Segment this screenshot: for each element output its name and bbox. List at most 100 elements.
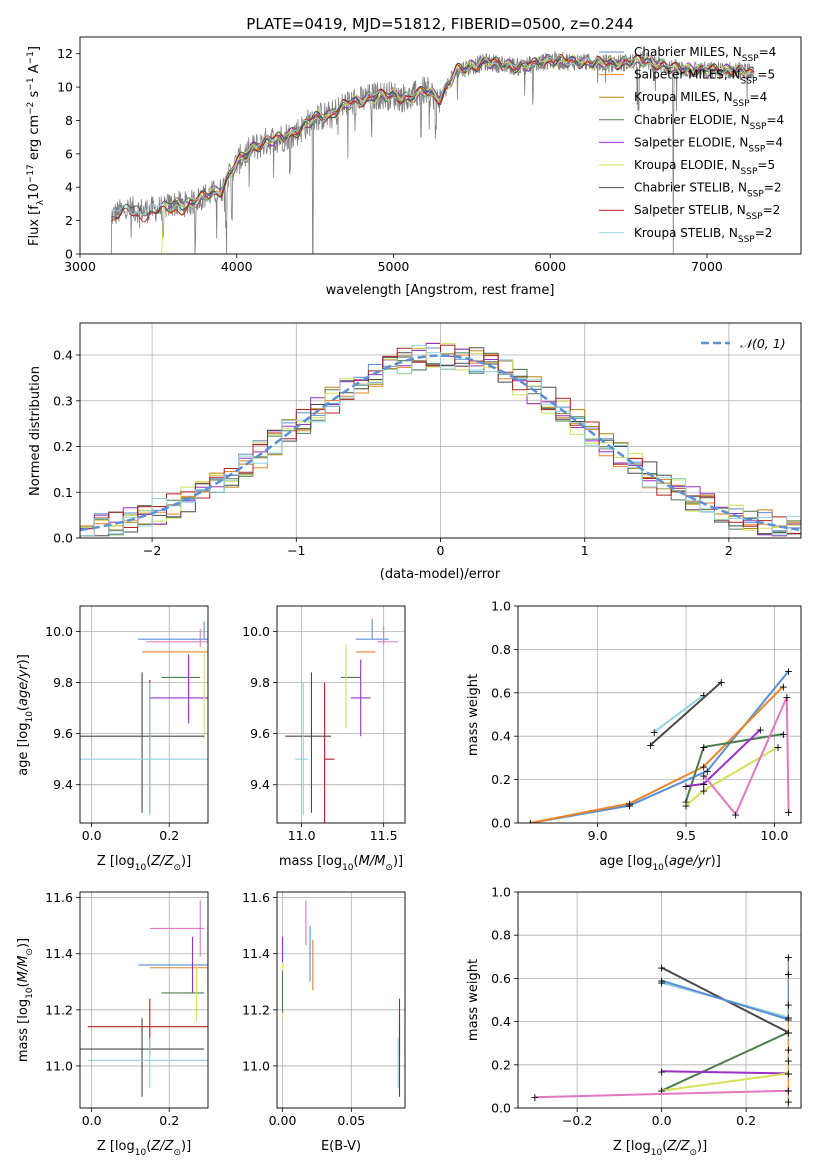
x-tick-label: 3000 xyxy=(64,259,96,274)
model-spectrum xyxy=(110,54,755,216)
weight-marker: + xyxy=(779,680,788,693)
weight-marker: + xyxy=(773,741,782,754)
axes-age-vs-Z: 0.0 0.2 9.4 9.6 9.8 10.0 Z [log10(Z/Z⊙)] age [l… xyxy=(16,605,209,873)
plot-area xyxy=(80,342,801,537)
x-axis-label: Z [log10(Z/Z⊙)] xyxy=(613,1139,707,1158)
axes-spectrum: 3000 4000 5000 6000 7000 0 2 4 6 8 10 12 wavelength … xyxy=(26,36,802,298)
weight-marker: + xyxy=(657,1065,666,1078)
x-tick-label: 0.0 xyxy=(652,1113,672,1128)
x-tick-label: 0.0 xyxy=(82,828,102,843)
axes-age-vs-mass: 11.0 11.5 9.4 9.6 9.8 10.0 mass [log10(M/M⊙)] xyxy=(242,605,406,873)
legend-label: Chabrier ELODIE, NSSP=4 xyxy=(634,113,784,132)
y-tick-label: 1.0 xyxy=(491,599,511,614)
weight-marker: + xyxy=(784,806,793,819)
x-axis-label: (data-model)/error xyxy=(380,567,501,582)
model-spectrum xyxy=(110,54,755,223)
weight-marker: + xyxy=(784,1026,793,1039)
figure-title: PLATE=0419, MJD=51812, FIBERID=0500, z=0… xyxy=(246,15,633,33)
y-tick-label: 0.2 xyxy=(53,439,73,454)
x-axis-label: Z [log10(Z/Z⊙)] xyxy=(97,1139,191,1158)
y-axis-label: mass weight xyxy=(466,959,481,1041)
weight-marker: + xyxy=(657,1085,666,1098)
x-axis-label: age [log10(age/yr)] xyxy=(599,854,721,873)
y-tick-label: 11.0 xyxy=(242,1058,270,1073)
axes-mass-vs-ebv: 0.00 0.05 11.0 11.2 11.4 11.6 E(B-V) xyxy=(242,890,406,1154)
x-tick-label: −0.2 xyxy=(562,1113,592,1128)
y-tick-label: 4 xyxy=(65,180,73,195)
x-tick-label: 5000 xyxy=(378,259,410,274)
x-tick-label: 11.5 xyxy=(370,828,398,843)
legend-label: Salpeter MILES, NSSP=5 xyxy=(634,68,775,87)
x-axis-label: wavelength [Angstrom, rest frame] xyxy=(326,283,555,298)
axes-frame xyxy=(79,36,802,255)
axes-frame xyxy=(517,891,802,1109)
weight-marker: + xyxy=(784,1044,793,1057)
weight-marker: + xyxy=(681,795,690,808)
x-tick-label: 9.0 xyxy=(588,828,608,843)
plot-area xyxy=(281,900,401,1097)
weight-marker: + xyxy=(699,769,708,782)
y-tick-label: 0.2 xyxy=(491,1057,511,1072)
plot-area xyxy=(80,621,208,816)
y-tick-label: 9.4 xyxy=(53,777,73,792)
plot-area xyxy=(80,900,208,1097)
weight-marker: + xyxy=(717,676,726,689)
y-axis-label: Normed distribution xyxy=(28,366,43,496)
weight-line xyxy=(661,1070,789,1075)
legend-label: Kroupa MILES, NSSP=4 xyxy=(634,90,767,109)
weight-line xyxy=(534,1089,789,1099)
x-axis-label: Z [log10(Z/Z⊙)] xyxy=(97,854,191,873)
axes-frame xyxy=(276,891,406,1109)
legend-label: 𝒩(0, 1) xyxy=(740,336,786,351)
weight-line xyxy=(653,694,705,733)
y-tick-label: 9.6 xyxy=(250,726,270,741)
weight-marker: + xyxy=(657,977,666,990)
x-tick-label: 0.2 xyxy=(159,828,179,843)
x-tick-label: 11.0 xyxy=(288,828,316,843)
weight-marker: + xyxy=(699,689,708,702)
y-tick-label: 11.2 xyxy=(242,1002,270,1017)
y-tick-label: 9.6 xyxy=(53,726,73,741)
x-tick-label: 9.5 xyxy=(676,828,696,843)
legend: 𝒩(0, 1) xyxy=(701,336,786,351)
y-tick-label: 8 xyxy=(65,113,73,128)
y-axis-label: Flux [fλ10−17 erg cm−2 s−1 A−1] xyxy=(26,46,46,246)
y-tick-label: 11.6 xyxy=(242,890,270,905)
x-tick-label: 10.0 xyxy=(761,828,789,843)
weight-marker: + xyxy=(756,724,765,737)
axes-residuals: −2 −1 0 1 2 0.0 0.1 0.2 0.3 0.4 𝒩(0, 1) (data-model… xyxy=(28,322,802,582)
x-tick-label: 0.2 xyxy=(159,1113,179,1128)
weight-marker: + xyxy=(699,741,708,754)
y-tick-label: 11.4 xyxy=(242,946,270,961)
legend-label: Chabrier MILES, NSSP=4 xyxy=(634,45,776,64)
weight-marker: + xyxy=(784,1011,793,1024)
weight-marker: + xyxy=(731,808,740,821)
y-tick-label: 0.8 xyxy=(491,642,511,657)
x-tick-label: 0 xyxy=(437,543,445,558)
axes-weight-vs-age: ++++++++++++++++ +++++++++9.0 9.5 10.0 0.0 0.… xyxy=(466,599,802,873)
x-tick-label: −1 xyxy=(287,543,305,558)
plot-area xyxy=(110,51,755,254)
x-tick-label: 0.2 xyxy=(736,1113,756,1128)
weight-marker: + xyxy=(650,726,659,739)
y-tick-label: 6 xyxy=(65,146,73,161)
weight-marker: + xyxy=(681,780,690,793)
weight-marker: + xyxy=(784,968,793,981)
legend-label: Salpeter STELIB, NSSP=2 xyxy=(634,203,780,222)
x-tick-label: 1 xyxy=(581,543,589,558)
plot-area: +++++++++ ++++ +++++++++++ xyxy=(530,951,793,1108)
y-tick-label: 10.0 xyxy=(242,624,270,639)
y-axis-label: age [log10(age/yr)] xyxy=(16,654,35,776)
y-tick-label: 11.2 xyxy=(45,1002,73,1017)
weight-marker: + xyxy=(646,739,655,752)
legend-label: Chabrier STELIB, NSSP=2 xyxy=(634,181,782,200)
weight-marker: + xyxy=(779,728,788,741)
y-tick-label: 10 xyxy=(57,80,73,95)
y-tick-label: 2 xyxy=(65,213,73,228)
x-tick-label: 4000 xyxy=(221,259,253,274)
axes-mass-vs-Z: 0.0 0.2 11.0 11.2 11.4 11.6 Z [log10(Z/Z⊙)] mas… xyxy=(16,890,209,1158)
y-tick-label: 0.4 xyxy=(491,1014,511,1029)
x-tick-label: −2 xyxy=(143,543,161,558)
weight-marker: + xyxy=(526,817,535,830)
